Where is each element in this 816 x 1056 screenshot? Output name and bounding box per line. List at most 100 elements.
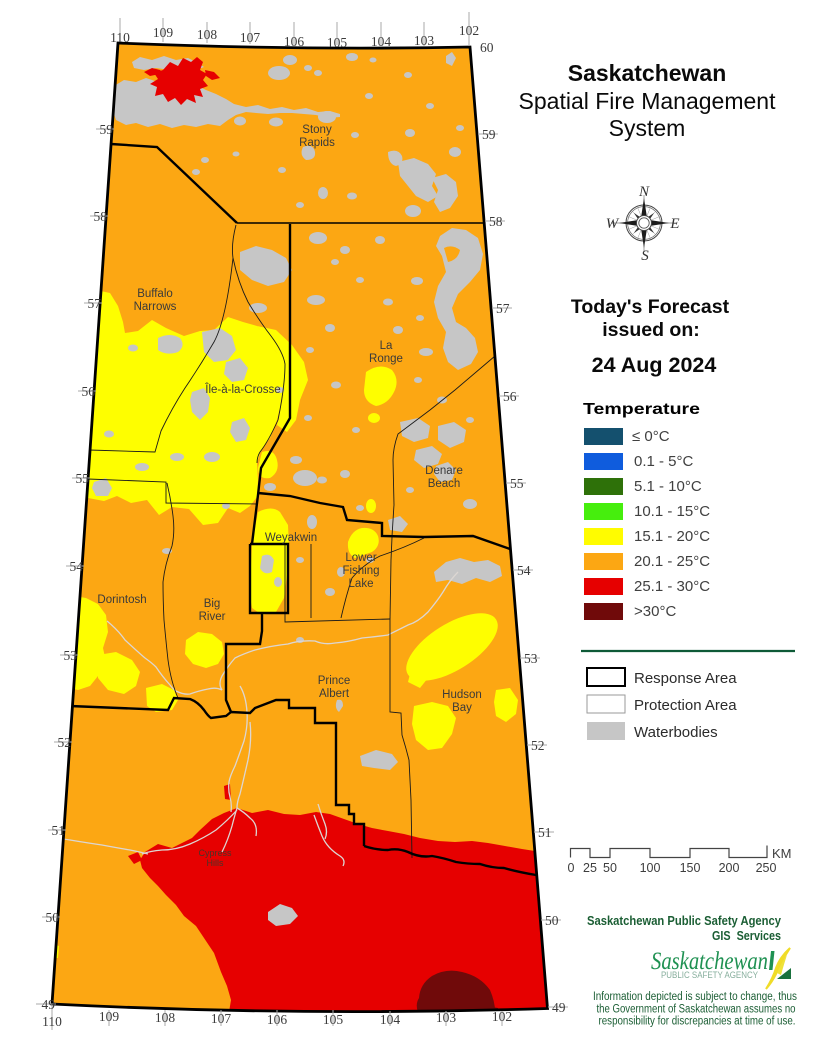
svg-text:Saskatchewan: Saskatchewan [651,948,768,975]
svg-text:150: 150 [680,861,701,875]
svg-text:5.1 - 10°C: 5.1 - 10°C [634,478,702,495]
svg-text:Bay: Bay [452,702,472,714]
svg-text:55: 55 [510,476,524,491]
svg-text:>30°C: >30°C [634,603,676,620]
svg-text:100: 100 [640,861,661,875]
svg-text:Response Area: Response Area [634,670,737,687]
svg-text:53: 53 [524,651,538,666]
svg-text:102: 102 [492,1009,512,1024]
svg-text:49: 49 [42,997,56,1012]
svg-text:50: 50 [545,913,559,928]
svg-text:51: 51 [538,825,552,840]
svg-text:System: System [609,115,686,141]
svg-text:103: 103 [414,33,435,48]
svg-text:Narrows: Narrows [134,301,177,313]
svg-text:≤ 0°C: ≤ 0°C [632,428,670,445]
svg-text:Buffalo: Buffalo [137,288,173,300]
svg-text:103: 103 [436,1010,457,1025]
svg-text:E: E [669,216,679,232]
svg-text:15.1 - 20°C: 15.1 - 20°C [634,528,710,545]
svg-text:the Government of Saskatchewan: the Government of Saskatchewan assumes n… [597,1004,796,1016]
svg-text:responsibility for discrepanci: responsibility for discrepancies at time… [599,1016,796,1028]
svg-text:200: 200 [719,861,740,875]
svg-text:Lake: Lake [349,578,374,590]
svg-text:107: 107 [240,30,261,45]
svg-text:52: 52 [58,735,72,750]
svg-text:58: 58 [489,214,503,229]
svg-text:50: 50 [46,910,60,925]
svg-text:54: 54 [70,559,84,574]
svg-text:56: 56 [503,389,517,404]
svg-text:59: 59 [482,127,496,142]
svg-text:51: 51 [52,823,66,838]
svg-text:105: 105 [327,35,348,50]
svg-text:110: 110 [42,1014,62,1029]
svg-text:Île-à-la-Crosse: Île-à-la-Crosse [204,383,280,396]
svg-text:57: 57 [496,301,510,316]
svg-text:Protection Area: Protection Area [634,697,737,714]
svg-text:58: 58 [94,209,108,224]
svg-text:Information depicted is subjec: Information depicted is subject to chang… [593,991,797,1003]
svg-text:20.1 - 25°C: 20.1 - 25°C [634,553,710,570]
svg-text:GIS Services: GIS Services [712,928,781,943]
svg-text:109: 109 [99,1009,120,1024]
svg-text:106: 106 [284,34,305,49]
svg-text:N: N [638,184,650,200]
svg-text:Today's Forecast: Today's Forecast [571,296,730,318]
svg-text:Weyakwin: Weyakwin [265,532,317,544]
svg-text:59: 59 [100,122,114,137]
svg-text:Saskatchewan Public Safety Age: Saskatchewan Public Safety Agency [587,913,782,928]
svg-text:Dorintosh: Dorintosh [97,594,146,606]
svg-text:Stony: Stony [302,124,332,136]
svg-text:Rapids: Rapids [299,137,335,149]
svg-text:Hills: Hills [207,858,224,868]
svg-text:0: 0 [568,861,575,875]
svg-text:104: 104 [371,34,392,49]
svg-text:W: W [606,216,620,232]
svg-text:0.1 - 5°C: 0.1 - 5°C [634,453,694,470]
svg-text:57: 57 [88,296,102,311]
svg-text:issued on:: issued on: [602,319,700,341]
svg-text:Cypress: Cypress [198,848,232,858]
svg-text:Denare: Denare [425,465,463,477]
svg-text:River: River [199,611,226,623]
svg-text:Temperature: Temperature [583,401,700,418]
svg-text:10.1 - 15°C: 10.1 - 15°C [634,503,710,520]
svg-text:110: 110 [110,30,130,45]
svg-text:Waterbodies: Waterbodies [634,724,718,741]
svg-text:24 Aug 2024: 24 Aug 2024 [592,353,717,377]
svg-text:60: 60 [480,40,494,55]
svg-text:Hudson: Hudson [442,689,482,701]
svg-text:56: 56 [82,384,96,399]
svg-text:54: 54 [517,563,531,578]
svg-text:Ronge: Ronge [369,353,403,365]
svg-text:PUBLIC SAFETY AGENCY: PUBLIC SAFETY AGENCY [661,970,758,980]
svg-text:Beach: Beach [428,478,461,490]
svg-text:Big: Big [204,598,221,610]
svg-text:108: 108 [155,1010,176,1025]
svg-text:Albert: Albert [319,688,350,700]
svg-text:104: 104 [380,1012,401,1027]
svg-text:Prince: Prince [318,675,351,687]
svg-text:25: 25 [583,861,597,875]
svg-text:KM: KM [772,846,792,861]
svg-text:250: 250 [756,861,777,875]
svg-text:S: S [641,248,649,264]
svg-text:106: 106 [267,1012,288,1027]
svg-text:Fishing: Fishing [342,565,379,577]
svg-text:108: 108 [197,27,218,42]
svg-text:Spatial Fire Management: Spatial Fire Management [519,88,777,114]
svg-text:52: 52 [531,738,545,753]
svg-text:Saskatchewan: Saskatchewan [568,60,727,86]
svg-text:Lower: Lower [345,552,376,564]
svg-text:49: 49 [552,1000,566,1015]
svg-text:102: 102 [459,23,479,38]
svg-text:105: 105 [323,1012,344,1027]
svg-text:50: 50 [603,861,617,875]
svg-text:109: 109 [153,25,174,40]
svg-text:La: La [380,340,393,352]
svg-text:25.1 - 30°C: 25.1 - 30°C [634,578,710,595]
svg-text:107: 107 [211,1011,232,1026]
svg-text:53: 53 [64,648,78,663]
svg-text:55: 55 [76,471,90,486]
